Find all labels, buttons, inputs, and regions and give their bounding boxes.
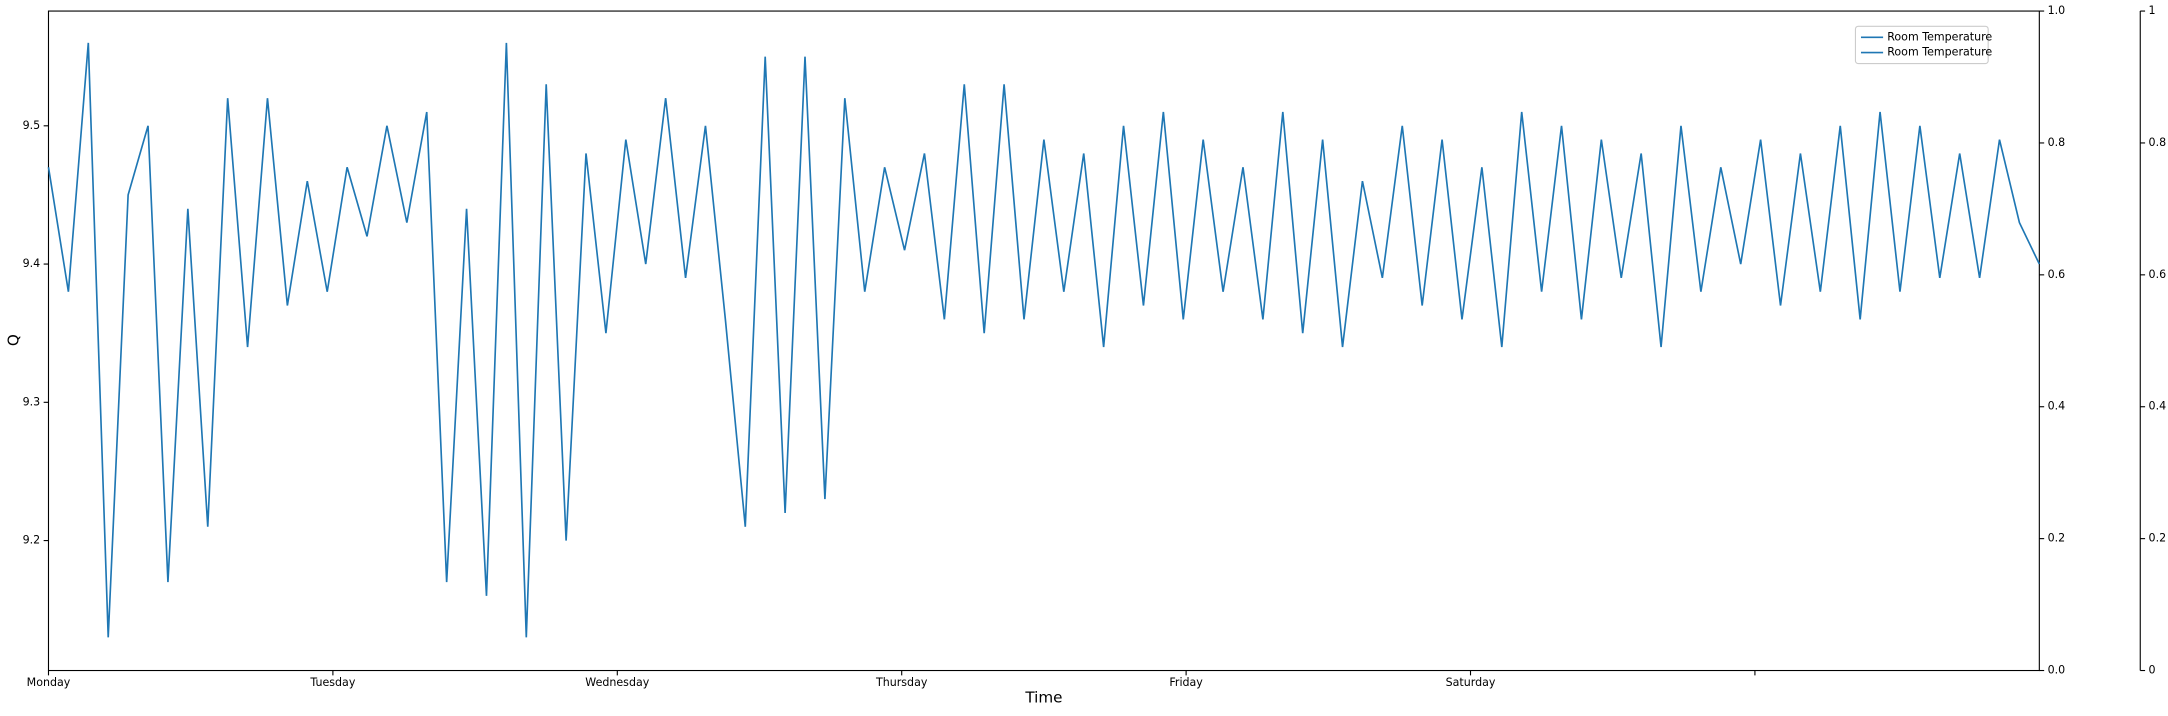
y2-tick-label: 1 xyxy=(2149,4,2156,17)
y-tick-label: 9.5 xyxy=(23,119,41,132)
y2-tick-label: 0.2 xyxy=(2149,532,2167,545)
y2-tick-label: 0.2 xyxy=(2048,532,2066,545)
y2-tick-label: 0.0 xyxy=(2048,664,2066,677)
y2-tick-label: 0.4 xyxy=(2048,400,2066,413)
y2-tick-label: 0 xyxy=(2149,664,2156,677)
data-line xyxy=(47,42,2041,638)
y-axis-label: Q xyxy=(4,334,22,346)
x-tick-label: Monday xyxy=(27,676,71,689)
legend-label: Room Temperature xyxy=(1887,30,1992,43)
x-axis-label: Time xyxy=(1024,689,1062,707)
y2-tick-label: 0.6 xyxy=(2149,268,2167,281)
x-tick-label: Saturday xyxy=(1446,676,1496,689)
y-tick-label: 9.3 xyxy=(23,395,41,408)
y2-tick-label: 0.8 xyxy=(2149,136,2167,149)
legend-label: Room Temperature xyxy=(1887,46,1992,59)
x-tick-label: Tuesday xyxy=(309,676,355,689)
y2-tick-label: 0.6 xyxy=(2048,268,2066,281)
x-tick-label: Thursday xyxy=(875,676,928,689)
x-tick-label: Friday xyxy=(1169,676,1203,689)
y2-tick-label: 0.8 xyxy=(2048,136,2066,149)
legend-box xyxy=(1854,25,1989,65)
x-tick-label: Wednesday xyxy=(585,676,649,689)
y-tick-label: 9.2 xyxy=(23,534,41,547)
y2-tick-label: 1.0 xyxy=(2048,4,2066,17)
y2-tick-label: 0.4 xyxy=(2149,400,2167,413)
y-tick-label: 9.4 xyxy=(23,257,41,270)
plot-frame xyxy=(47,10,2040,672)
